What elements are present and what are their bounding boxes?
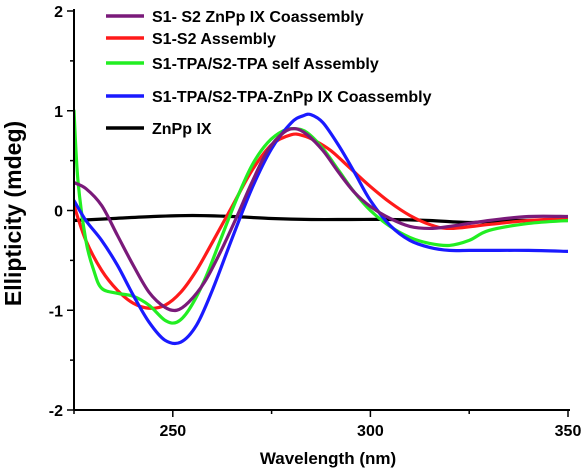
legend-label-4: ZnPp IX [152,121,212,138]
series-line-3 [74,112,568,346]
legend-label-2: S1-TPA/S2-TPA self Assembly [152,56,379,73]
x-axis-title: Wavelength (nm) [260,449,396,468]
axes-layer [73,9,570,411]
y-tick-label: 0 [54,204,63,221]
series-line-2 [74,109,568,325]
y-axis-title: Ellipticity (mdeg) [0,121,26,306]
x-tick-label: 250 [159,423,186,440]
y-tick-label: -2 [49,403,63,420]
x-tick-label: 350 [555,423,582,440]
y-tick-label: 2 [54,4,63,21]
legend-label-0: S1- S2 ZnPp IX Coassembly [152,9,364,26]
series-line-1 [74,132,568,310]
legend-label-3: S1-TPA/S2-TPA-ZnPp IX Coassembly [152,89,432,106]
series-layer [74,109,568,346]
x-tick-label: 300 [357,423,384,440]
legend: S1- S2 ZnPp IX Coassembly S1-S2 Assembly S… [106,9,432,138]
y-tick-label: 1 [54,104,63,121]
series-line-0 [74,127,568,313]
ticks-layer: 250 300 350 -2 -1 0 1 2 [49,4,582,440]
legend-label-1: S1-S2 Assembly [152,31,276,48]
y-tick-label: -1 [49,303,63,320]
